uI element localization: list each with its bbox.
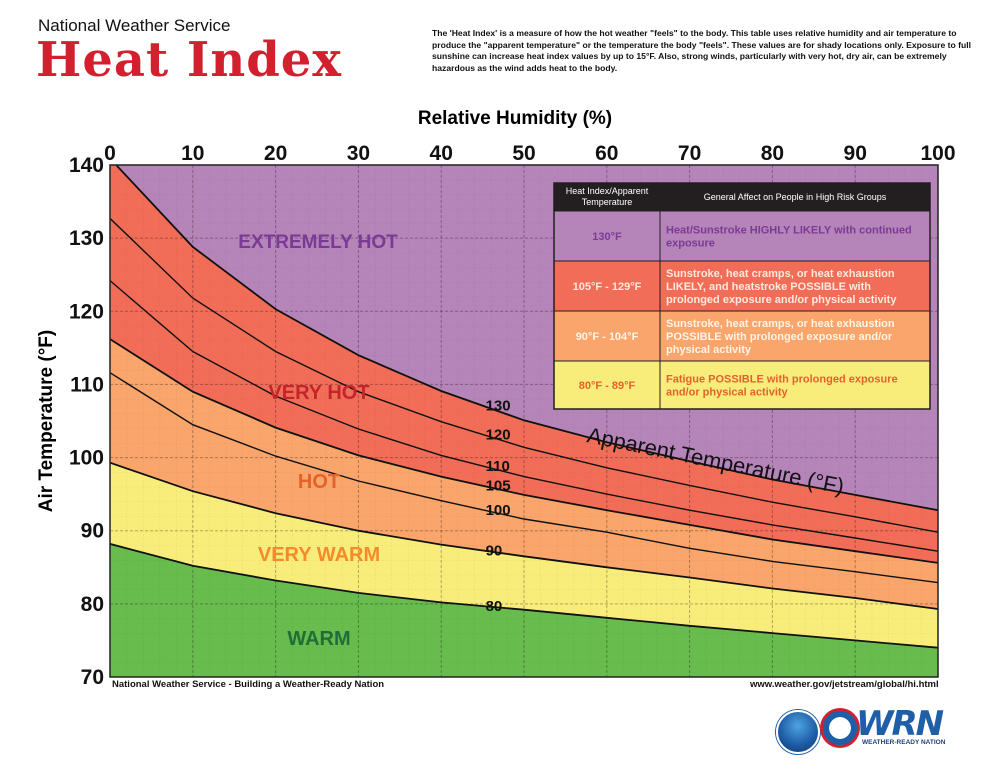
zone-label-warm: WARM — [287, 628, 350, 650]
curve-100 — [110, 372, 938, 584]
description-text: The 'Heat Index' is a measure of how the… — [432, 28, 972, 73]
x-tick-label: 0 — [104, 142, 116, 165]
curve-label-130: 130 — [486, 398, 511, 415]
curve-label-110: 110 — [486, 458, 510, 475]
x-tick-label: 80 — [761, 142, 784, 165]
x-axis-label: Relative Humidity (%) — [418, 108, 612, 129]
legend-row-effect-cell — [659, 260, 931, 312]
zone-label-very-warm: VERY WARM — [258, 544, 380, 566]
legend-row-range-cell — [553, 360, 661, 410]
curve-label-80: 80 — [486, 598, 503, 615]
legend-row-effect: Sunstroke, heat cramps, or heat exhausti… — [666, 268, 897, 306]
legend-row-effect: Heat/Sunstroke HIGHLY LIKELY with contin… — [666, 225, 912, 250]
zone-label-extremely-hot: EXTREMELY HOT — [238, 232, 398, 253]
zone-labels: EXTREMELY HOT VERY HOT HOT VERY WARM WARM — [238, 232, 398, 650]
curve-120 — [110, 217, 938, 533]
wrn-logo-icon: WRN — [856, 704, 944, 744]
x-tick-label: 30 — [347, 142, 370, 165]
curve-labels: 80 90 100 105 110 120 130 — [486, 398, 511, 615]
legend-row-range: 105°F - 129°F — [573, 281, 642, 293]
x-tick-label: 50 — [512, 142, 535, 165]
y-tick-label: 130 — [69, 227, 104, 250]
wrn-logo-subtitle: WEATHER-READY NATION — [862, 739, 946, 746]
y-tick-label: 120 — [69, 300, 104, 323]
curve-label-120: 120 — [486, 427, 511, 444]
x-tick-label: 20 — [264, 142, 287, 165]
legend-row-effect: Fatigue POSSIBLE with prolonged exposure… — [666, 374, 898, 399]
x-tick-label: 90 — [844, 142, 867, 165]
legend-header-effect: General Affect on People in High Risk Gr… — [704, 192, 887, 202]
axis-ticks: 0 10 20 30 40 50 60 70 80 90 100140130120110100908… — [69, 142, 956, 689]
curve-90 — [110, 461, 938, 610]
x-tick-label: 100 — [920, 142, 955, 165]
legend-border — [553, 182, 931, 410]
x-tick-label: 10 — [181, 142, 204, 165]
y-tick-label: 80 — [81, 593, 104, 616]
legend-header-bg — [554, 183, 930, 211]
agency-label: National Weather Service — [38, 16, 231, 35]
nws-logo-icon — [820, 708, 860, 748]
legend-row-range: 80°F - 89°F — [579, 380, 636, 392]
x-tick-label: 60 — [595, 142, 618, 165]
legend-row-effect-cell — [659, 360, 931, 410]
curve-label-105: 105 — [486, 478, 511, 495]
y-tick-label: 140 — [69, 154, 104, 177]
legend-header-range: Heat Index/Apparent — [566, 186, 649, 196]
logos: WRN WEATHER-READY NATION — [770, 704, 950, 754]
page-title: Heat Index — [36, 32, 342, 88]
legend-row-effect: Sunstroke, heat cramps, or heat exhausti… — [666, 318, 895, 356]
legend-header-range-line2: Temperature — [582, 197, 633, 207]
zone-label-very-hot: VERY HOT — [268, 382, 369, 404]
y-tick-label: 100 — [69, 447, 104, 470]
noaa-logo-icon — [776, 710, 820, 754]
heat-index-curves — [110, 165, 938, 649]
x-tick-label: 40 — [430, 142, 453, 165]
curve-130 — [114, 165, 938, 512]
curve-80 — [110, 543, 938, 649]
y-tick-label: 110 — [70, 373, 104, 396]
footer-right-url[interactable]: www.weather.gov/jetstream/global/hi.html — [750, 679, 939, 690]
footer-left-text: National Weather Service - Building a We… — [112, 679, 385, 690]
curve-110 — [110, 280, 938, 552]
curve-label-90: 90 — [486, 542, 503, 559]
plot-border — [109, 164, 939, 678]
legend-row-range: 130°F — [592, 231, 622, 243]
y-tick-label: 70 — [81, 666, 104, 689]
curve-105 — [110, 338, 938, 564]
x-tick-label: 70 — [678, 142, 701, 165]
zone-label-hot: HOT — [298, 471, 340, 493]
y-axis-label: Air Temperature (°F) — [36, 330, 57, 513]
y-tick-label: 90 — [81, 520, 104, 543]
curve-label-100: 100 — [486, 502, 511, 519]
legend-row-range: 90°F - 104°F — [576, 331, 639, 343]
legend-row-range-cell — [553, 210, 661, 262]
